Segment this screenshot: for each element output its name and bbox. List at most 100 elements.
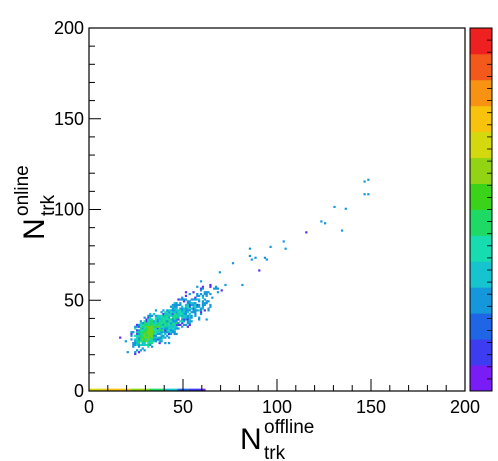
heatmap-cell: [158, 331, 161, 334]
heatmap-cell: [192, 305, 195, 308]
heatmap-cell: [141, 343, 144, 346]
heatmap-cell: [137, 338, 141, 341]
heatmap-cell: [198, 316, 201, 319]
heatmap-cell: [201, 287, 205, 290]
heatmap-cell: [149, 343, 152, 346]
heatmap-cell: [188, 303, 191, 307]
heatmap-cell: [186, 325, 189, 328]
heatmap-cell: [340, 229, 344, 232]
heatmap-cell: [183, 318, 186, 321]
heatmap-cell: [186, 307, 189, 310]
heatmap-cell: [154, 332, 158, 336]
heatmap-cell: [152, 327, 156, 330]
colorbar-step: [470, 79, 492, 87]
x-axis-title: N offline trk: [240, 417, 319, 461]
heatmap-cell: [166, 309, 169, 312]
heatmap-cell: [147, 316, 150, 319]
heatmap-cell: [164, 322, 167, 325]
heatmap-cell: [154, 340, 158, 343]
heatmap-cell: [143, 332, 146, 336]
heatmap-cell: [194, 311, 197, 314]
heatmap-cell: [158, 336, 161, 339]
heatmap-cell: [145, 318, 148, 321]
heatmap-cell: [145, 332, 148, 336]
heatmap-cell: [344, 207, 347, 210]
heatmap-cell: [132, 345, 135, 348]
heatmap-cell: [198, 318, 201, 321]
heatmap-cell: [224, 283, 227, 287]
heatmap-cell: [177, 314, 180, 317]
heatmap-cell: [173, 303, 176, 307]
heatmap-cell: [171, 314, 174, 317]
heatmap-cell: [156, 332, 159, 336]
baseline-segment: [130, 388, 150, 391]
colorbar-step: [470, 345, 492, 353]
heatmap-cell: [134, 343, 137, 346]
heatmap-cell: [167, 332, 171, 336]
heatmap-cell: [167, 309, 171, 312]
heatmap-cell: [199, 311, 203, 314]
heatmap-cell: [188, 309, 191, 312]
colorbar-step: [470, 144, 492, 152]
heatmap-cell: [194, 312, 197, 316]
heatmap-cell: [213, 287, 216, 290]
heatmap-cell: [184, 303, 188, 307]
heatmap-cell: [141, 325, 144, 328]
heatmap-cell: [183, 309, 186, 312]
baseline-segment: [149, 388, 165, 391]
baseline-segment: [164, 388, 178, 391]
heatmap-cell: [203, 309, 206, 312]
heatmap-cell: [162, 322, 165, 325]
heatmap-cell: [145, 325, 148, 328]
colorbar-step: [470, 53, 492, 61]
heatmap-cell: [143, 343, 146, 346]
heatmap-cell: [231, 262, 235, 265]
heatmap-cell: [175, 305, 178, 308]
heatmap-cell: [196, 303, 199, 307]
heatmap-cell: [205, 294, 208, 297]
heatmap-cell: [162, 336, 165, 339]
colorbar-step: [470, 151, 492, 159]
heatmap-cell: [171, 325, 174, 328]
heatmap-cell: [130, 334, 133, 337]
heatmap-cell: [218, 271, 221, 274]
heatmap-cell: [130, 332, 133, 336]
colorbar-step: [470, 228, 492, 236]
heatmap-cell: [173, 325, 176, 328]
heatmap-cell: [156, 336, 159, 339]
heatmap-cell: [181, 296, 184, 299]
heatmap-cell: [250, 258, 253, 261]
heatmap-cell: [179, 298, 182, 301]
heatmap-cell: [181, 318, 184, 321]
heatmap-cell: [175, 302, 178, 305]
heatmap-cell: [139, 331, 142, 334]
heatmap-cell: [324, 222, 327, 225]
heatmap-cell: [143, 327, 146, 330]
heatmap-cell: [145, 336, 148, 339]
heatmap-cell: [169, 331, 173, 334]
heatmap-cell: [136, 342, 139, 345]
heatmap-cell: [284, 247, 287, 250]
heatmap-cell: [173, 309, 176, 312]
heatmap-cell: [184, 318, 188, 321]
heatmap-cell: [143, 340, 146, 343]
heatmap-cell: [183, 312, 186, 316]
heatmap-cell: [186, 302, 189, 305]
heatmap-cell: [198, 294, 201, 297]
heatmap-cell: [169, 311, 173, 314]
heatmap-cell: [139, 334, 142, 337]
heatmap-cell: [158, 342, 161, 345]
heatmap-cell: [154, 325, 158, 328]
heatmap-cell: [151, 331, 154, 334]
colorbar-step: [470, 326, 492, 334]
heatmap-cell: [181, 309, 184, 312]
heatmap-cell: [199, 289, 203, 292]
heatmap-cell: [141, 347, 144, 350]
heatmap-cell: [188, 300, 191, 303]
heatmap-cell: [175, 332, 178, 336]
heatmap-cell: [143, 349, 146, 352]
heatmap-cell: [209, 305, 212, 308]
heatmap-cell: [166, 311, 169, 314]
heatmap-cell: [145, 338, 148, 341]
heatmap-cell: [194, 296, 197, 299]
